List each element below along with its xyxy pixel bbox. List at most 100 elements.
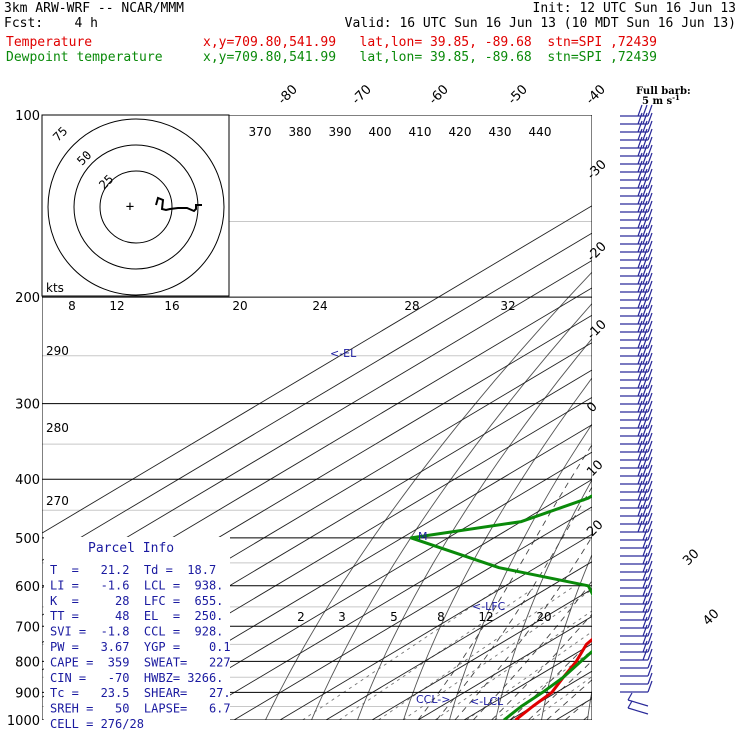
wind-barb	[620, 232, 653, 245]
theta-tick-label: 420	[449, 125, 472, 139]
mixing-ratio-label: 12	[478, 610, 493, 624]
isotherm-tick-label: -30	[584, 157, 610, 183]
dry-adiabat	[357, 337, 592, 720]
pressure-tick-label: 1000	[7, 714, 40, 729]
isotherm	[233, 506, 592, 720]
pressure-tick-label: 400	[15, 473, 40, 488]
wind-barb	[620, 296, 653, 309]
wind-barb	[620, 680, 653, 693]
isotherm-tick-label: -60	[426, 82, 452, 108]
wind-barb-unit: 5 m s-1	[642, 93, 680, 107]
isotherm	[95, 424, 592, 720]
wind-barb	[620, 528, 653, 541]
wind-barb	[620, 664, 653, 677]
theta-tick-label: 290	[46, 344, 69, 358]
legend-dewpoint-label: Dewpoint temperature	[6, 50, 163, 65]
wind-barb	[620, 328, 653, 341]
isotherm	[42, 287, 592, 616]
dry-adiabat	[587, 687, 592, 720]
hodograph-axis-label: 16	[164, 299, 179, 313]
wind-barb	[620, 632, 653, 645]
isotherm	[141, 451, 592, 720]
wind-barb	[620, 104, 653, 117]
hodograph-center-mark: +	[126, 199, 134, 215]
theta-tick-label: 380	[289, 125, 312, 139]
wind-barb	[620, 576, 653, 589]
hodograph-axis-label: 20	[232, 299, 247, 313]
legend-dewpoint-location: x,y=709.80,541.99 lat,lon= 39.85, -89.68…	[203, 50, 657, 65]
wind-barb	[620, 656, 653, 669]
wind-barbs: Full barb:5 m s-1	[620, 86, 691, 715]
parcel-row: T = 21.2 Td = 18.7	[50, 563, 216, 577]
parcel-title: Parcel Info	[88, 541, 174, 556]
theta-tick-label: 370	[249, 125, 272, 139]
wind-barb	[620, 320, 653, 333]
mixing-ratio-line	[531, 676, 592, 720]
pressure-tick-label: 200	[15, 291, 40, 306]
wind-barb	[620, 424, 653, 437]
isotherm	[187, 479, 592, 720]
isotherm-tick-label: 40	[700, 607, 722, 629]
forecast-hour: Fcst: 4 h	[4, 16, 98, 31]
hodograph-trace	[155, 196, 202, 213]
parcel-row: PW = 3.67 YGP = 0.1	[50, 640, 231, 654]
isotherm	[555, 698, 592, 720]
wind-barb	[620, 616, 653, 629]
level-marker: <-EL	[330, 347, 357, 360]
hodograph-axis-label: 28	[404, 299, 419, 313]
wind-barb	[620, 448, 653, 461]
parcel-row: SREH = 50 LAPSE= 6.7	[50, 702, 231, 716]
pressure-tick-label: 900	[15, 686, 40, 701]
isotherm-tick-label: -20	[584, 239, 610, 265]
level-marker: CCL->	[416, 693, 450, 706]
pressure-tick-label: 700	[15, 620, 40, 635]
wind-barb	[620, 264, 653, 277]
wind-barb	[620, 408, 653, 421]
isotherm	[42, 205, 592, 534]
theta-tick-label: 440	[529, 125, 552, 139]
isotherm	[279, 533, 592, 720]
pressure-tick-label: 100	[15, 109, 40, 124]
wind-barb	[620, 480, 653, 493]
pressure-tick-label: 600	[15, 580, 40, 595]
wind-barb	[620, 304, 653, 317]
wind-barb	[627, 700, 649, 715]
theta-tick-label: 270	[46, 494, 69, 508]
wind-barb	[620, 496, 653, 509]
isotherm-tick-label: -80	[275, 82, 301, 108]
wind-barb	[620, 440, 653, 453]
dry-adiabat	[449, 423, 592, 720]
wind-barb	[620, 568, 653, 581]
wind-barb	[620, 400, 653, 413]
theta-tick-label: 390	[329, 125, 352, 139]
wind-barb	[620, 432, 653, 445]
parcel-row: K = 28 LFC = 655.	[50, 594, 223, 608]
isotherm	[371, 588, 592, 720]
wind-barb	[620, 184, 653, 197]
moist-adiabat	[509, 639, 592, 720]
hodograph-axis-label: 8	[68, 299, 76, 313]
dry-adiabat	[495, 478, 592, 720]
isotherm-tick-label: 30	[680, 547, 702, 569]
wind-barb	[620, 248, 653, 261]
parcel-info-box: Parcel Info T = 21.2 Td = 18.7LI = -1.6 L…	[44, 537, 231, 731]
valid-time: Valid: 16 UTC Sun 16 Jun 13 (10 MDT Sun …	[344, 16, 736, 31]
mixing-ratio-line	[378, 585, 575, 720]
hodograph-ring	[73, 144, 199, 270]
dry-adiabat	[403, 377, 592, 720]
isotherm	[602, 115, 740, 720]
wind-barb	[620, 560, 653, 573]
wind-barb	[620, 120, 653, 133]
parcel-row: Tc = 23.5 SHEAR= 27.	[50, 686, 231, 700]
parcel-box-bg	[44, 537, 230, 720]
wind-barb	[620, 216, 653, 229]
wind-barb	[620, 168, 653, 181]
isotherm	[42, 232, 592, 561]
wind-barb	[620, 352, 653, 365]
wind-barb	[620, 456, 653, 469]
moist-adiabat	[583, 712, 592, 720]
mixing-ratio-line	[338, 585, 538, 720]
dewpoint-line	[409, 494, 592, 720]
